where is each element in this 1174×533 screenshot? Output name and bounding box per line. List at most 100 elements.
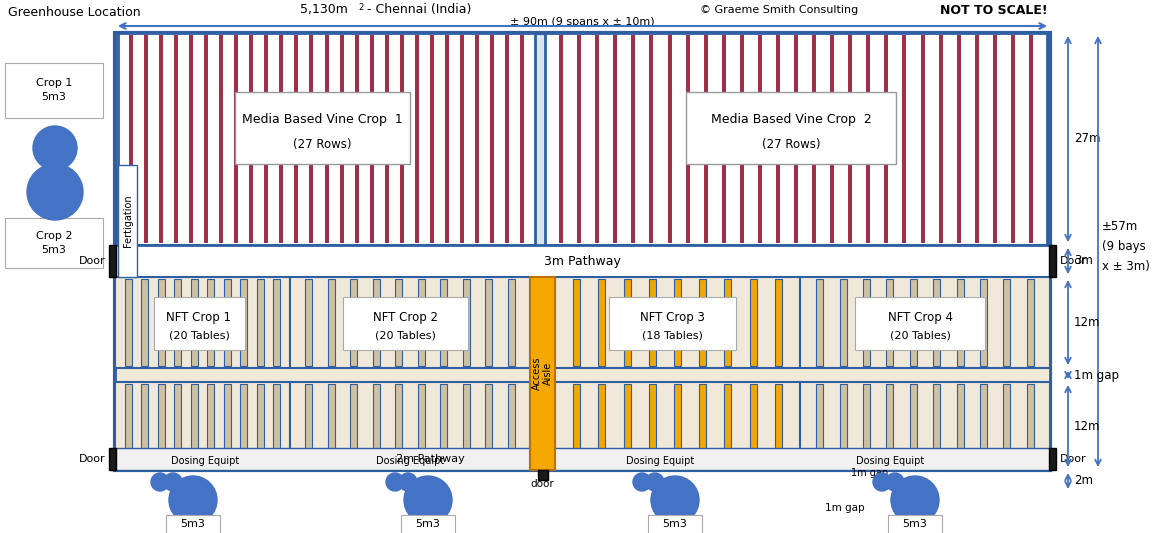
Bar <box>794 35 798 243</box>
Text: 2m Pathway: 2m Pathway <box>396 454 465 464</box>
Text: door: door <box>531 479 554 489</box>
Bar <box>933 279 940 366</box>
Bar <box>812 35 816 243</box>
Bar <box>399 35 404 243</box>
Bar <box>910 279 917 366</box>
Text: Door: Door <box>79 454 104 464</box>
Bar <box>573 384 580 468</box>
Circle shape <box>652 476 699 524</box>
Bar <box>599 384 606 468</box>
Bar <box>264 35 269 243</box>
Bar <box>310 35 313 243</box>
Bar <box>520 35 524 243</box>
Bar <box>863 384 870 468</box>
Bar <box>160 35 163 243</box>
Bar <box>355 35 358 243</box>
Bar <box>235 35 238 243</box>
Text: 5,130m: 5,130m <box>301 4 348 17</box>
Bar <box>686 35 689 243</box>
Bar <box>208 279 215 366</box>
Text: 27m: 27m <box>1074 133 1100 146</box>
Bar <box>1026 384 1033 468</box>
Bar <box>350 279 357 366</box>
Text: Greenhouse Location: Greenhouse Location <box>8 5 141 19</box>
Bar <box>613 35 618 243</box>
Bar <box>668 35 672 243</box>
Bar <box>993 35 997 243</box>
Bar <box>474 35 479 243</box>
Bar <box>886 384 893 468</box>
Bar <box>224 279 231 366</box>
Bar <box>115 448 1050 470</box>
Bar <box>750 384 756 468</box>
Circle shape <box>886 473 904 491</box>
Bar <box>290 277 529 368</box>
Bar <box>649 384 656 468</box>
Text: 5m3: 5m3 <box>903 519 927 529</box>
Bar <box>224 384 231 468</box>
Bar <box>649 279 656 366</box>
Text: Fertigation: Fertigation <box>122 195 133 247</box>
Bar <box>305 384 312 468</box>
Circle shape <box>633 473 652 491</box>
Bar <box>274 384 281 468</box>
Bar <box>649 35 654 243</box>
Text: ±57m: ±57m <box>1102 220 1139 233</box>
Bar <box>623 279 630 366</box>
Bar <box>385 35 389 243</box>
Bar <box>1004 384 1011 468</box>
Text: (27 Rows): (27 Rows) <box>294 138 351 151</box>
Bar <box>839 279 846 366</box>
Bar <box>328 384 335 468</box>
Bar <box>938 35 943 243</box>
Bar <box>5 63 103 118</box>
Text: Door: Door <box>1060 256 1087 266</box>
Bar <box>703 35 708 243</box>
Bar <box>208 384 215 468</box>
Bar <box>758 35 762 243</box>
Bar <box>910 384 917 468</box>
Bar <box>220 35 223 243</box>
Bar <box>674 279 681 366</box>
Text: 12m: 12m <box>1074 316 1100 329</box>
Bar <box>599 279 606 366</box>
Bar <box>507 384 514 468</box>
Circle shape <box>169 476 217 524</box>
Text: 3m: 3m <box>1074 254 1093 268</box>
Bar <box>888 515 942 533</box>
Bar <box>1050 448 1055 470</box>
Bar <box>174 384 181 468</box>
Bar <box>980 384 987 468</box>
Text: NFT Crop 3: NFT Crop 3 <box>640 311 706 324</box>
Text: (20 Tables): (20 Tables) <box>169 330 229 340</box>
Bar <box>241 384 248 468</box>
Text: 5m3: 5m3 <box>181 519 205 529</box>
Circle shape <box>873 473 891 491</box>
Text: 3m Pathway: 3m Pathway <box>544 254 621 268</box>
Bar <box>124 279 131 366</box>
Bar <box>863 279 870 366</box>
Text: NFT Crop 2: NFT Crop 2 <box>372 311 438 324</box>
Bar <box>5 218 103 268</box>
Bar <box>974 35 979 243</box>
Bar <box>957 279 964 366</box>
Bar <box>839 384 846 468</box>
Text: NFT Crop 4: NFT Crop 4 <box>888 311 952 324</box>
Bar <box>370 35 373 243</box>
Text: Media Based Vine Crop  2: Media Based Vine Crop 2 <box>710 113 871 126</box>
Bar <box>328 279 335 366</box>
Bar <box>290 382 529 470</box>
Text: (20 Tables): (20 Tables) <box>375 330 436 340</box>
Text: 2: 2 <box>358 3 363 12</box>
Bar <box>119 165 137 277</box>
Bar <box>190 279 197 366</box>
Circle shape <box>164 473 182 491</box>
Bar <box>674 384 681 468</box>
Bar <box>460 35 464 243</box>
Bar <box>609 297 736 350</box>
Bar <box>505 35 508 243</box>
Bar <box>166 515 220 533</box>
Circle shape <box>404 476 452 524</box>
Text: x ± 3m): x ± 3m) <box>1102 260 1149 273</box>
Bar <box>507 279 514 366</box>
